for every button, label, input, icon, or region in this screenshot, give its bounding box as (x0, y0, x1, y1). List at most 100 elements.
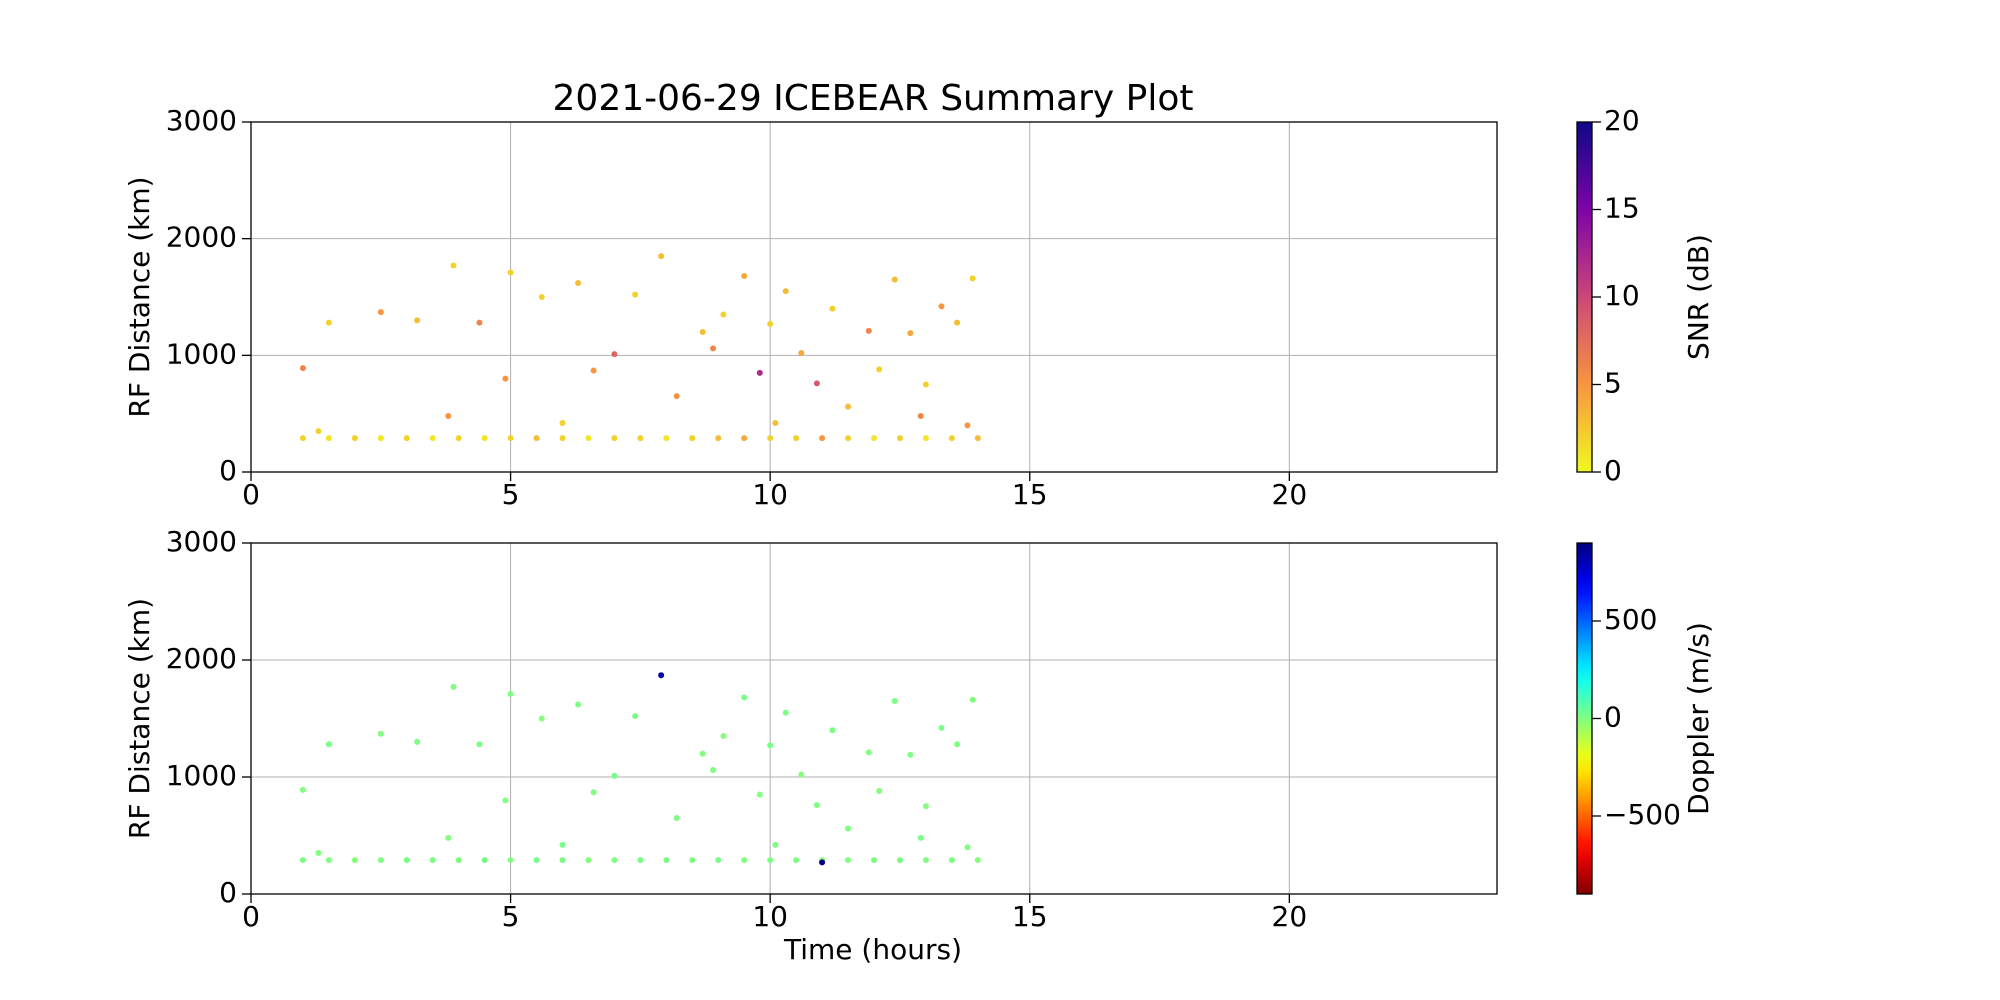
colorbar-tick-label: −500 (1604, 798, 1681, 831)
y-tick-label: 0 (219, 876, 237, 909)
x-tick-label: 5 (502, 478, 520, 511)
point (325, 435, 332, 442)
point (445, 834, 452, 841)
colorbar-tick-label: 10 (1604, 279, 1640, 312)
point (476, 319, 483, 326)
point (632, 713, 639, 720)
point (767, 435, 774, 442)
point (964, 844, 971, 851)
colorbar-tick-label: 0 (1604, 454, 1622, 487)
x-tick-label: 10 (752, 478, 788, 511)
point (377, 435, 384, 442)
point (507, 435, 514, 442)
y-tick-label: 2000 (166, 642, 237, 675)
point (813, 380, 820, 387)
point (767, 320, 774, 327)
point (325, 319, 332, 326)
y-tick-label: 1000 (166, 759, 237, 792)
point (793, 435, 800, 442)
point (819, 859, 826, 866)
point (658, 253, 665, 260)
point (907, 330, 914, 337)
point (429, 435, 436, 442)
point (845, 857, 852, 864)
point (720, 733, 727, 740)
x-tick-label: 5 (502, 900, 520, 933)
point (798, 771, 805, 778)
point (922, 381, 929, 388)
point (954, 319, 961, 326)
x-tick-label: 15 (1012, 900, 1048, 933)
point (954, 741, 961, 748)
point (891, 697, 898, 704)
point (829, 727, 836, 734)
point (896, 857, 903, 864)
point (741, 435, 748, 442)
point (611, 435, 618, 442)
point (637, 857, 644, 864)
y-tick-label: 2000 (166, 221, 237, 254)
point (575, 701, 582, 708)
point (533, 435, 540, 442)
point (974, 857, 981, 864)
point (917, 834, 924, 841)
point (377, 730, 384, 737)
point (710, 345, 717, 352)
point (590, 367, 597, 374)
point (611, 772, 618, 779)
point (590, 789, 597, 796)
y-axis-label: RF Distance (km) (123, 598, 156, 839)
point (663, 857, 670, 864)
point (969, 696, 976, 703)
x-tick-label: 20 (1272, 478, 1308, 511)
point (585, 435, 592, 442)
point (507, 857, 514, 864)
point (481, 435, 488, 442)
points (299, 253, 981, 442)
point (907, 751, 914, 758)
point (699, 750, 706, 757)
point (559, 857, 566, 864)
point (455, 857, 462, 864)
point (876, 788, 883, 795)
point (414, 317, 421, 324)
point (845, 403, 852, 410)
colorbar-tick-label: 15 (1604, 192, 1640, 225)
point (673, 814, 680, 821)
point (632, 291, 639, 298)
point (974, 435, 981, 442)
point (798, 350, 805, 356)
x-axis-label: Time (hours) (783, 933, 962, 966)
colorbar (1576, 121, 1593, 473)
point (891, 276, 898, 283)
point (559, 420, 566, 426)
colorbar-label: SNR (dB) (1682, 234, 1715, 360)
point (741, 857, 748, 864)
point (673, 393, 680, 400)
point (865, 327, 872, 334)
point (325, 741, 332, 748)
point (502, 797, 509, 804)
point (507, 269, 514, 276)
point (476, 741, 483, 748)
point (637, 435, 644, 442)
plot-frame (250, 542, 1498, 895)
point (922, 435, 929, 442)
point (575, 280, 582, 286)
point (502, 375, 509, 382)
point (819, 435, 826, 442)
colorbar-tick-label: 20 (1604, 104, 1640, 137)
points (299, 672, 981, 866)
point (871, 857, 877, 864)
point (948, 435, 955, 442)
x-tick-label: 0 (242, 900, 260, 933)
x-tick-label: 10 (752, 900, 788, 933)
point (767, 857, 774, 864)
point (922, 857, 929, 864)
y-axis-label: RF Distance (km) (123, 176, 156, 417)
point (876, 366, 883, 373)
point (756, 369, 763, 376)
point (720, 311, 727, 318)
point (299, 435, 306, 442)
